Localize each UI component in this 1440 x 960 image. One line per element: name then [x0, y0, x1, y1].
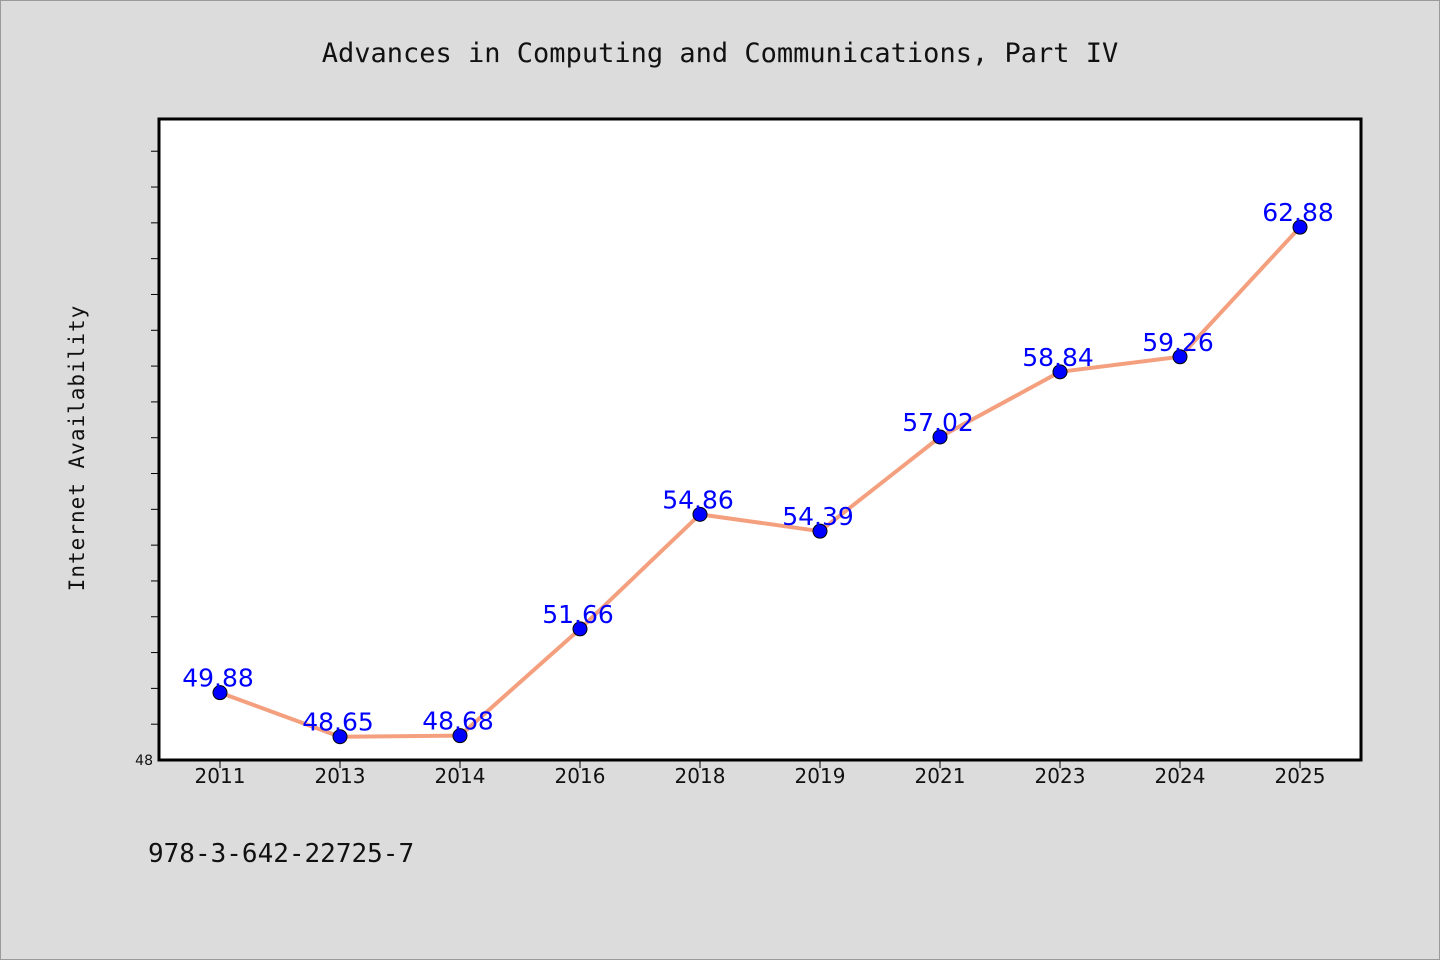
- x-tick-label: 2014: [435, 764, 486, 788]
- data-label: 57.02: [902, 408, 974, 437]
- footer-isbn: 978-3-642-22725-7: [148, 839, 414, 869]
- x-tick-label: 2016: [555, 764, 606, 788]
- data-point-marker: [452, 728, 468, 744]
- data-point-marker: [1172, 349, 1188, 365]
- data-label: 54.39: [782, 502, 854, 531]
- data-point-marker: [212, 685, 228, 701]
- data-label: 49.88: [182, 664, 254, 693]
- data-label: 59.26: [1142, 328, 1214, 357]
- data-point-marker: [812, 523, 828, 539]
- series-line: [219, 225, 1302, 739]
- data-point-marker: [1292, 219, 1308, 235]
- y-tick-label: 48: [135, 753, 153, 769]
- x-tick-label: 2023: [1035, 764, 1086, 788]
- x-tick-label: 2021: [915, 764, 966, 788]
- data-point-marker: [932, 429, 948, 445]
- chart-title: Advances in Computing and Communications…: [322, 38, 1119, 69]
- x-tick-label: 2018: [675, 764, 726, 788]
- x-tick-label: 2024: [1155, 764, 1206, 788]
- x-tick-label: 2019: [795, 764, 846, 788]
- data-label: 48.68: [422, 707, 494, 736]
- series-line-layer: [219, 225, 1302, 739]
- data-label: 58.84: [1022, 343, 1094, 372]
- data-label: 62.88: [1262, 198, 1334, 227]
- y-axis-ticks: 48: [135, 150, 159, 769]
- data-label: 51.66: [542, 600, 614, 629]
- data-point-marker: [332, 729, 348, 745]
- x-tick-label: 2011: [195, 764, 246, 788]
- data-label: 54.86: [662, 485, 734, 514]
- data-label-layer: 49.88 48.65 48.68 51.66 54.86 54.39 57.02 58.84…: [182, 198, 1334, 737]
- x-tick-label: 2025: [1275, 764, 1326, 788]
- data-point-marker: [572, 621, 588, 637]
- data-point-marker: [692, 506, 708, 522]
- data-point-marker: [1052, 364, 1068, 380]
- data-label: 48.65: [302, 708, 374, 737]
- series-marker-layer: [212, 219, 1308, 745]
- x-tick-label: 2013: [315, 764, 366, 788]
- x-axis-ticks: 2011 2013 2014 2016 2018 2019 2021 2023 2024 2025: [195, 760, 1326, 788]
- plot-area: [157, 117, 1363, 762]
- y-axis-label: Internet Availability: [65, 305, 89, 592]
